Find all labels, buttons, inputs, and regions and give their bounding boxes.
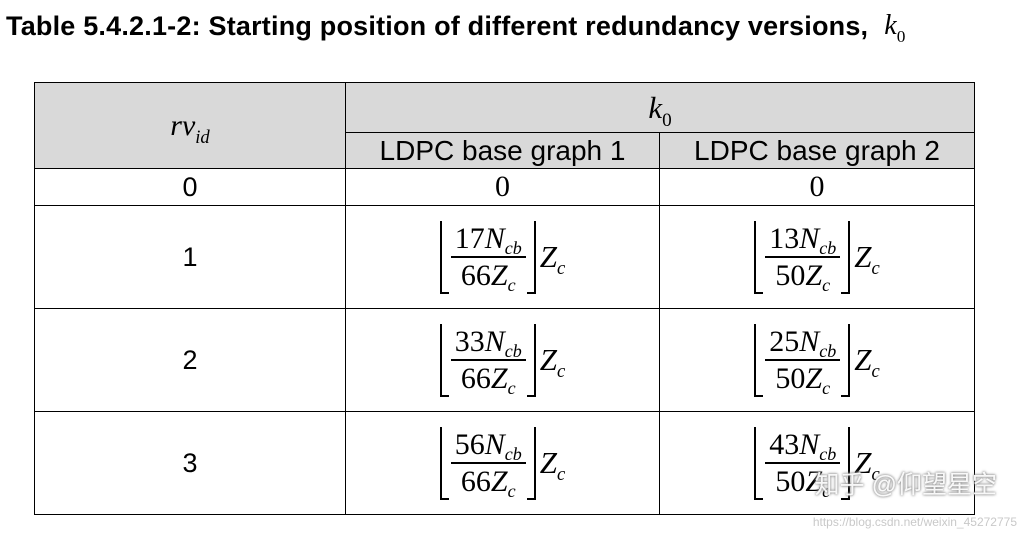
table-row: 2 33Ncb 66Zc Zc 25Ncb 50Zc Zc (34, 308, 975, 412)
k0-formula-cell: 43Ncb 50Zc Zc (659, 411, 975, 515)
watermark-text: 知乎 @仰望星空 (814, 471, 997, 499)
floor-formula: 13Ncb 50Zc Zc (754, 220, 880, 295)
redundancy-version-table: rvid k0 LDPC base graph 1 LDPC base grap… (34, 82, 975, 515)
table-row: 0 0 0 (34, 168, 975, 206)
k0-header: k0 (345, 82, 975, 133)
column-header-base-graph-2: LDPC base graph 2 (659, 132, 975, 169)
k0-formula-cell: 25Ncb 50Zc Zc (659, 308, 975, 412)
column-header-base-graph-1: LDPC base graph 1 (345, 132, 660, 169)
floor-formula: 25Ncb 50Zc Zc (754, 323, 880, 398)
floor-formula: 33Ncb 66Zc Zc (439, 323, 565, 398)
k0-value-cell: 0 (345, 168, 660, 206)
table-row: 3 56Ncb 66Zc Zc 43Ncb 50Zc Zc (34, 411, 975, 515)
rv-cell: 3 (34, 411, 346, 515)
k0-formula-cell: 33Ncb 66Zc Zc (345, 308, 660, 412)
rv-cell: 2 (34, 308, 346, 412)
caption-text: Table 5.4.2.1-2: Starting position of di… (6, 10, 869, 41)
rv-id-header: rvid (34, 82, 346, 169)
floor-formula: 17Ncb 66Zc Zc (439, 220, 565, 295)
rv-cell: 0 (34, 168, 346, 206)
k0-formula-cell: 17Ncb 66Zc Zc (345, 205, 660, 309)
rv-cell: 1 (34, 205, 346, 309)
floor-formula: 43Ncb 50Zc Zc (754, 426, 880, 501)
table-caption: Table 5.4.2.1-2: Starting position of di… (6, 4, 905, 48)
table-row: 1 17Ncb 66Zc Zc 13Ncb 50Zc Zc (34, 205, 975, 309)
floor-formula: 56Ncb 66Zc Zc (439, 426, 565, 501)
k0-formula-cell: 13Ncb 50Zc Zc (659, 205, 975, 309)
caption-symbol: k0 (884, 10, 906, 46)
k0-formula-cell: 56Ncb 66Zc Zc (345, 411, 660, 515)
watermark-url: https://blog.csdn.net/weixin_45272775 (812, 515, 1017, 529)
k0-value-cell: 0 (659, 168, 975, 206)
